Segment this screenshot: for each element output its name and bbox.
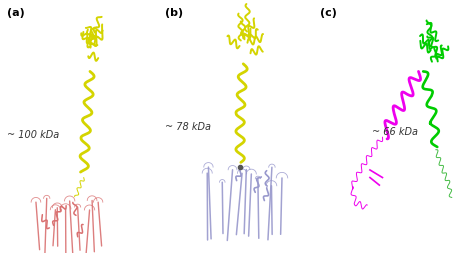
Text: (c): (c)	[320, 8, 337, 18]
Text: (b): (b)	[165, 8, 183, 18]
Text: ~ 78 kDa: ~ 78 kDa	[165, 122, 211, 132]
Text: (a): (a)	[7, 8, 25, 18]
Text: ~ 66 kDa: ~ 66 kDa	[372, 127, 418, 137]
Text: ~ 100 kDa: ~ 100 kDa	[7, 130, 59, 140]
